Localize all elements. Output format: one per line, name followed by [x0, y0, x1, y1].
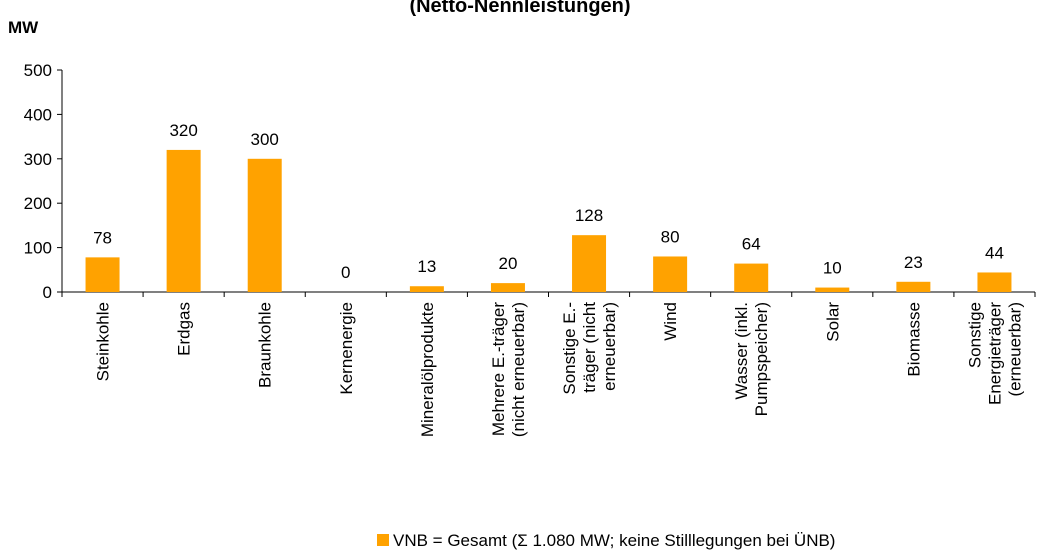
- x-tick-label: Sonstige E.-träger (nichterneuerbar): [560, 302, 619, 395]
- y-tick-label: 100: [24, 239, 52, 258]
- bar: [734, 263, 769, 292]
- x-tick-label: SonstigeEnergieträger(erneuerbar): [965, 302, 1024, 405]
- data-label: 23: [904, 253, 923, 272]
- y-tick-label: 500: [24, 61, 52, 80]
- data-label: 0: [341, 263, 350, 282]
- x-tick-label: Erdgas: [175, 302, 194, 356]
- x-tick-label: Wind: [661, 302, 680, 341]
- data-label: 44: [985, 243, 1004, 262]
- x-tick-label: Braunkohle: [256, 302, 275, 388]
- x-tick-label: Steinkohle: [94, 302, 113, 381]
- y-tick-label: 200: [24, 194, 52, 213]
- bar: [653, 256, 688, 292]
- bar: [977, 272, 1012, 292]
- data-label: 128: [575, 206, 603, 225]
- x-tick-label: Biomasse: [904, 302, 923, 377]
- y-axis-label: MW: [8, 18, 39, 37]
- data-label: 80: [661, 227, 680, 246]
- data-label: 20: [498, 254, 517, 273]
- x-tick-label: Kernenergie: [337, 302, 356, 395]
- data-label: 320: [169, 121, 197, 140]
- data-label: 13: [417, 257, 436, 276]
- chart-title: (Netto-Nennleistungen): [409, 0, 630, 17]
- data-label: 78: [93, 228, 112, 247]
- x-tick-label: Mehrere E.-träger(nicht erneuerbar): [489, 302, 528, 437]
- x-tick-label: Solar: [823, 302, 842, 342]
- legend-swatch: [377, 534, 389, 546]
- bar: [166, 149, 201, 292]
- data-label: 10: [823, 259, 842, 278]
- x-tick-label: Mineralölprodukte: [418, 302, 437, 437]
- bar: [85, 257, 120, 292]
- bar: [409, 286, 444, 292]
- data-label: 64: [742, 235, 761, 254]
- y-tick-label: 300: [24, 150, 52, 169]
- data-label: 300: [251, 130, 279, 149]
- y-tick-label: 400: [24, 105, 52, 124]
- bar: [572, 235, 607, 292]
- x-tick-label: Wasser (inkl.Pumpspeicher): [732, 302, 771, 416]
- bar: [896, 281, 931, 292]
- legend-label: VNB = Gesamt (Σ 1.080 MW; keine Stillleg…: [393, 531, 835, 550]
- bar: [490, 283, 525, 292]
- bar: [815, 287, 850, 292]
- y-tick-label: 0: [43, 283, 52, 302]
- bar: [247, 158, 282, 292]
